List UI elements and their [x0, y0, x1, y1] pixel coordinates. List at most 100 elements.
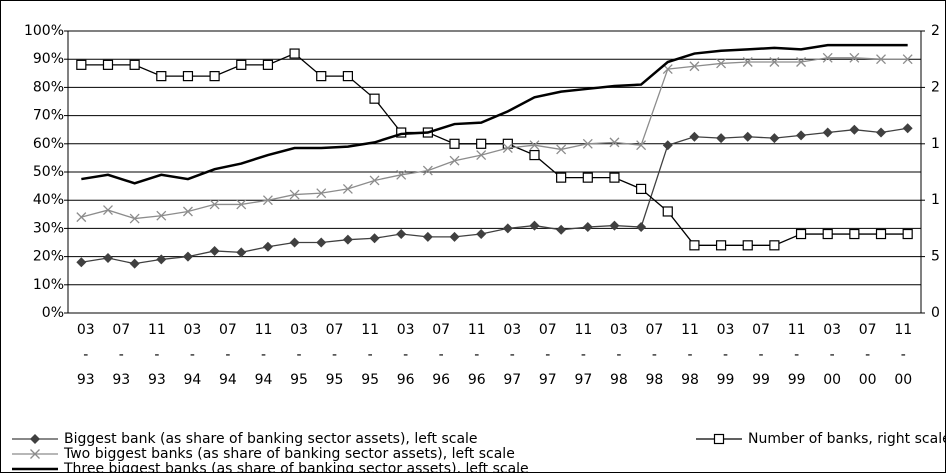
x-tick-label: 07 - 96 — [432, 322, 450, 388]
diamond-marker — [556, 224, 567, 235]
x-tick-label-part: - — [723, 347, 728, 363]
x-tick-label-part: 98 — [681, 372, 699, 388]
x-tick-label: 11 - 93 — [148, 322, 166, 388]
square-marker — [662, 206, 673, 217]
legend-marker — [30, 434, 40, 444]
x-tick-label-part: 00 — [859, 372, 877, 388]
y-tick-label: 40% — [33, 192, 64, 208]
diamond-marker — [422, 231, 433, 242]
legend-label: Two biggest banks (as share of banking s… — [63, 446, 515, 462]
x-tick-label-part: - — [687, 347, 692, 363]
y2-tick-label: 1 — [931, 192, 940, 208]
x-tick-label-part: - — [154, 347, 159, 363]
diamond-marker — [209, 245, 220, 256]
x-tick-label-part: 07 — [432, 322, 450, 338]
diamond-marker — [76, 257, 87, 268]
x-tick-label-part: 97 — [574, 372, 592, 388]
x-marker — [369, 175, 380, 186]
legend-marker — [713, 433, 725, 445]
diamond-marker — [716, 133, 727, 144]
x-tick-label-part: 07 — [112, 322, 130, 338]
x-marker — [849, 52, 860, 63]
diamond-marker — [262, 241, 273, 252]
x-tick-label-part: 95 — [361, 372, 379, 388]
x-tick-label: 11 - 98 — [681, 322, 699, 388]
x-tick-label-part: 07 — [219, 322, 237, 338]
x-marker — [902, 54, 913, 65]
x-tick-label-part: - — [794, 347, 799, 363]
x-tick-label-part: 03 — [397, 322, 415, 338]
x-tick-label: 11 - 96 — [468, 322, 486, 388]
y-tick-label: 10% — [33, 277, 64, 293]
x-tick-label: 11 - 94 — [255, 322, 273, 388]
diamond-marker — [582, 221, 593, 232]
square-marker — [369, 93, 380, 104]
x-marker — [129, 213, 140, 224]
x-tick-label: 07 - 99 — [752, 322, 770, 388]
diamond-marker — [689, 131, 700, 142]
x-tick-label: 07 - 97 — [539, 322, 557, 388]
x-tick-label-part: - — [830, 347, 835, 363]
x-tick-label-part: - — [652, 347, 657, 363]
x-tick-label-part: 95 — [326, 372, 344, 388]
x-tick-label: 11 - 97 — [574, 322, 592, 388]
x-marker — [876, 54, 886, 65]
x-tick-label-part: - — [261, 347, 266, 363]
legend-label: Three biggest banks (as share of banking… — [63, 461, 529, 473]
x-marker — [689, 61, 700, 72]
x-tick-label-part: 03 — [610, 322, 628, 338]
square-marker — [262, 59, 274, 70]
diamond-marker — [289, 237, 300, 248]
x-marker — [156, 210, 167, 221]
square-marker — [129, 59, 140, 70]
x-tick-label-part: 98 — [610, 372, 628, 388]
x-tick-label-part: 03 — [77, 322, 95, 338]
y2-tick-label: 2 — [931, 23, 940, 39]
x-tick-label-part: - — [368, 347, 373, 363]
square-marker — [102, 59, 114, 70]
diamond-marker — [449, 231, 460, 242]
x-tick-label-part: 99 — [788, 372, 806, 388]
x-marker — [76, 212, 87, 223]
y2-tick-label: 5 — [931, 249, 940, 265]
y-tick-label: 30% — [33, 220, 64, 236]
x-marker — [556, 144, 567, 155]
diamond-marker — [769, 133, 780, 144]
square-marker — [76, 59, 87, 70]
x-tick-label-part: 94 — [255, 372, 273, 388]
x-tick-label-part: - — [545, 347, 550, 363]
x-tick-label-part: 11 — [468, 322, 486, 338]
x-tick-label-part: 94 — [219, 372, 237, 388]
x-tick-label-part: 03 — [183, 322, 201, 338]
square-marker — [556, 172, 567, 183]
x-marker — [742, 57, 753, 67]
x-marker — [582, 138, 593, 149]
x-tick-label: 11 - 99 — [788, 322, 806, 388]
x-tick-label-part: 03 — [717, 322, 735, 338]
diamond-marker — [182, 251, 193, 262]
diamond-marker — [156, 254, 167, 265]
square-marker — [529, 149, 540, 161]
x-tick-label-part: 03 — [503, 322, 521, 338]
diamond-marker — [796, 130, 807, 141]
x-tick-label-part: - — [581, 347, 586, 363]
x-tick-label-part: 99 — [717, 372, 735, 388]
x-tick-label-part: 97 — [503, 372, 521, 388]
y-tick-label: 80% — [33, 79, 64, 95]
x-tick-label: 11 - 00 — [894, 322, 912, 388]
legend-label: Number of banks, right scale — [748, 431, 946, 447]
x-marker — [716, 58, 727, 69]
x-tick-label-part: 11 — [894, 322, 912, 338]
x-tick-label: 03 - 96 — [397, 322, 415, 388]
x-marker — [103, 205, 113, 216]
diamond-marker — [662, 140, 673, 151]
x-tick-label: 03 - 93 — [77, 322, 95, 388]
square-marker — [849, 228, 860, 240]
x-tick-label-part: 07 — [539, 322, 557, 338]
x-tick-label-part: 11 — [681, 322, 699, 338]
diamond-marker — [822, 127, 833, 138]
x-tick-label-part: 07 — [752, 322, 770, 338]
x-tick-label-part: - — [403, 347, 408, 363]
square-marker — [316, 71, 327, 82]
x-tick-label-part: - — [616, 347, 621, 363]
